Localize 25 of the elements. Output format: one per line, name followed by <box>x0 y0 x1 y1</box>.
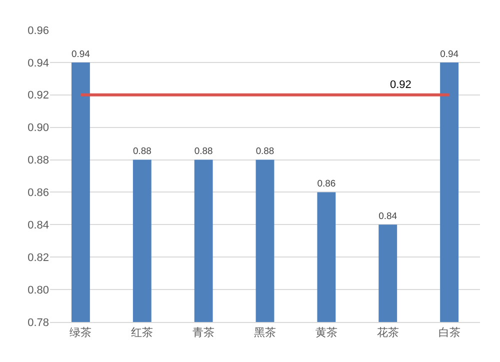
y-tick-label: 0.90 <box>28 122 49 134</box>
data-label: 0.94 <box>440 48 458 60</box>
y-tick-label: 0.80 <box>28 284 49 296</box>
x-tick-label: 黑茶 <box>254 326 276 340</box>
y-tick-label: 0.92 <box>28 90 49 102</box>
ref-line-label: 0.92 <box>390 79 412 91</box>
y-tick-label: 0.82 <box>28 252 49 264</box>
x-tick-label: 红茶 <box>131 326 154 340</box>
data-label: 0.86 <box>317 178 336 190</box>
y-tick-label: 0.78 <box>28 316 49 329</box>
data-label: 0.84 <box>378 211 398 222</box>
y-tick-label: 0.84 <box>28 220 49 232</box>
data-label: 0.88 <box>256 146 274 158</box>
x-tick-label: 白茶 <box>438 326 460 340</box>
data-label: 0.88 <box>194 146 213 158</box>
x-tick-label: 青茶 <box>192 326 215 340</box>
y-tick-label: 0.86 <box>28 187 49 200</box>
data-label: 0.94 <box>72 48 90 60</box>
y-tick-label: 0.88 <box>28 154 49 167</box>
x-tick-label: 黄茶 <box>315 326 338 340</box>
y-tick-label: 0.96 <box>28 24 49 37</box>
data-label: 0.88 <box>132 146 152 158</box>
x-tick-label: 绿茶 <box>70 326 92 340</box>
x-tick-label: 花茶 <box>376 326 399 340</box>
y-tick-label: 0.94 <box>28 57 49 70</box>
